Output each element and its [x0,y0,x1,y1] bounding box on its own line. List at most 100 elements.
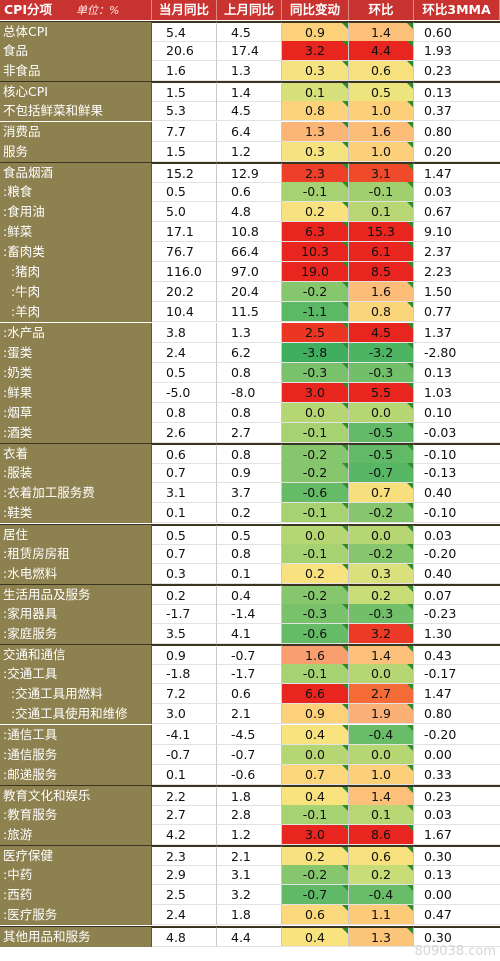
cell-mom-3mma: 0.13 [414,363,500,383]
cell-prev-yoy: 10.8 [217,222,282,243]
comment-marker-icon [407,282,413,289]
cell-prev-yoy: -1.4 [217,603,282,624]
table-row: :邮递服务 0.1 -0.6 0.7 1.0 0.33 [0,764,500,785]
cell-current-yoy: 17.1 [152,222,217,243]
cell-yoy-change: 0.0 [282,402,349,423]
comment-marker-icon [342,646,348,653]
cell-current-yoy: 0.9 [152,645,217,666]
cell-current-yoy: 4.2 [152,825,217,846]
row-label: 非食品 [0,61,152,82]
comment-marker-icon [342,262,348,269]
cell-yoy-change: -0.1 [282,181,349,202]
cell-mom: 15.3 [349,222,414,243]
cell-current-yoy: 0.2 [152,584,217,605]
cell-prev-yoy: 0.8 [217,543,282,564]
comment-marker-icon [407,744,413,751]
comment-marker-icon [407,603,413,610]
cell-mom-3mma: -0.23 [414,604,500,624]
comment-marker-icon [342,83,348,90]
cell-yoy-change: -0.1 [282,503,349,524]
cell-mom-3mma: 0.13 [414,82,500,103]
cell-yoy-change: 0.3 [282,61,349,82]
comment-marker-icon [342,905,348,912]
cell-prev-yoy: 2.8 [217,804,282,825]
comment-marker-icon [342,764,348,771]
cell-current-yoy: 15.2 [152,162,217,183]
table-row: 交通和通信 0.9 -0.7 1.6 1.4 0.43 [0,644,500,666]
cell-prev-yoy: 6.4 [217,121,282,142]
cell-mom-3mma: 0.07 [414,584,500,605]
cell-mom: 1.0 [349,101,414,122]
row-label: :旅游 [0,825,152,846]
row-label: :食用油 [0,201,152,222]
cell-yoy-change: -0.2 [282,865,349,886]
cell-prev-yoy: 0.4 [217,584,282,605]
cell-prev-yoy: 1.3 [217,322,282,343]
row-label: :鲜果 [0,382,152,403]
cell-yoy-change: 0.2 [282,846,349,867]
row-label: :交通工具用燃料 [0,684,152,705]
cell-prev-yoy: 2.7 [217,423,282,444]
comment-marker-icon [407,101,413,108]
cell-mom: 8.5 [349,262,414,283]
comment-marker-icon [342,101,348,108]
comment-marker-icon [342,865,348,872]
cell-mom: 1.9 [349,704,414,725]
cell-prev-yoy: 4.5 [217,22,282,43]
row-label: :水产品 [0,322,152,343]
row-label: :酒类 [0,423,152,444]
cell-current-yoy: 3.5 [152,624,217,645]
cell-current-yoy: 20.2 [152,282,217,303]
cell-mom-3mma: 0.30 [414,846,500,867]
header-prev-yoy: 上月同比 [217,0,282,21]
cell-current-yoy: 5.4 [152,22,217,43]
cell-mom: 0.0 [349,524,414,545]
cell-yoy-change: -0.1 [282,543,349,564]
table-row: :家用器具 -1.7 -1.4 -0.3 -0.3 -0.23 [0,603,500,624]
comment-marker-icon [342,61,348,68]
comment-marker-icon [342,563,348,570]
cell-current-yoy: 0.8 [152,402,217,423]
row-label: :猪肉 [0,262,152,283]
row-label: 总体CPI [0,22,152,43]
cell-yoy-change: 0.2 [282,563,349,584]
cell-yoy-change: 6.6 [282,684,349,705]
cell-mom: -0.4 [349,885,414,906]
comment-marker-icon [407,664,413,671]
cell-mom-3mma: 0.77 [414,302,500,323]
cell-mom-3mma: 0.00 [414,885,500,906]
comment-marker-icon [407,382,413,389]
table-row: 居住 0.5 0.5 0.0 0.0 0.03 [0,523,500,545]
comment-marker-icon [407,825,413,831]
cell-mom-3mma: 0.33 [414,765,500,785]
cell-prev-yoy: 1.8 [217,785,282,806]
cell-prev-yoy: 17.4 [217,41,282,62]
comment-marker-icon [407,201,413,208]
comment-marker-icon [342,222,348,228]
comment-marker-icon [342,885,348,892]
table-row: :服装 0.7 0.9 -0.2 -0.7 -0.13 [0,463,500,484]
cell-mom: 1.4 [349,645,414,666]
comment-marker-icon [342,342,348,349]
table-row: 不包括鲜菜和鲜果 5.3 4.5 0.8 1.0 0.37 [0,101,500,122]
comment-marker-icon [342,242,348,249]
cell-mom-3mma: 0.40 [414,483,500,504]
cell-mom-3mma: 0.10 [414,403,500,423]
comment-marker-icon [407,543,413,550]
cell-mom: 0.0 [349,402,414,423]
cell-mom-3mma: 1.93 [414,41,500,62]
cell-prev-yoy: 3.2 [217,885,282,906]
cell-prev-yoy: 4.4 [217,926,282,947]
cell-mom: 0.1 [349,201,414,222]
cell-prev-yoy: 1.8 [217,905,282,926]
cell-prev-yoy: -0.7 [217,744,282,765]
row-label: 生活用品及服务 [0,584,152,605]
row-label: :鞋类 [0,503,152,524]
comment-marker-icon [342,543,348,550]
cell-current-yoy: 1.5 [152,82,217,103]
cell-current-yoy: 5.0 [152,201,217,222]
table-header: CPI分项 单位：% 当月同比 上月同比 同比变动 环比 环比3MMA [0,0,500,21]
cell-prev-yoy: 97.0 [217,262,282,283]
cell-yoy-change: 0.9 [282,704,349,725]
cell-current-yoy: -4.1 [152,724,217,745]
